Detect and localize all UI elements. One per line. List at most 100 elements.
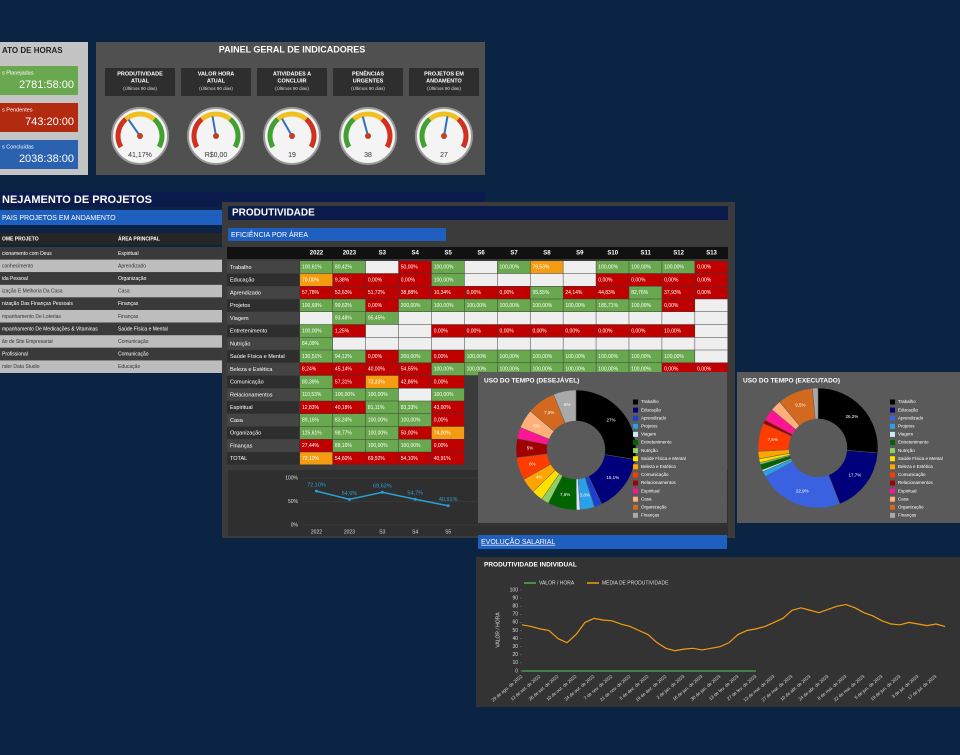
legend-swatch — [890, 423, 895, 429]
data-label: 5% — [527, 446, 534, 451]
cell-value: 0,00% — [697, 265, 712, 271]
table-row — [0, 347, 222, 361]
cell-value: 98,77% — [335, 430, 353, 436]
cell — [563, 324, 596, 337]
legend-label: Viagem — [641, 432, 656, 437]
legend-label: Organização — [898, 504, 924, 509]
cell-value: 0,00% — [368, 277, 383, 283]
hours-value: 743:20:00 — [25, 116, 74, 128]
cell — [596, 350, 629, 363]
y-tick-label: 20 — [512, 652, 518, 658]
cell-value: 100,00% — [598, 354, 618, 360]
cell — [464, 299, 498, 312]
cell-value: 0,00% — [467, 328, 482, 334]
cell-value: 100,00% — [368, 430, 388, 436]
cell-value: 100,69% — [302, 303, 322, 309]
legend-label: Educação — [898, 407, 919, 412]
tab — [478, 535, 727, 549]
data-label: 3,8% — [580, 492, 590, 497]
cell-value: 100,00% — [434, 367, 454, 373]
cell-value: 0,00% — [631, 277, 646, 283]
legend-label: Saúde Física e Mental — [641, 456, 686, 461]
chart-title: PRODUTIVIDADE INDIVIDUAL — [484, 562, 577, 569]
cell-value: 0,00% — [434, 379, 449, 385]
legend-swatch — [890, 464, 895, 470]
column-header: S12 — [673, 251, 684, 257]
cell-value: 52,63% — [335, 290, 353, 296]
cell — [629, 350, 662, 363]
cell — [398, 324, 432, 337]
legend-label: Nutrição — [641, 448, 658, 453]
cell — [398, 401, 432, 414]
cell-value: 70,00% — [302, 277, 320, 283]
cell — [365, 452, 399, 465]
cell-value: 73,33% — [368, 379, 386, 385]
cell — [300, 312, 333, 325]
cell-value: 57,78% — [302, 290, 320, 296]
cell — [398, 439, 432, 452]
cell: ização E Melhoria Da Casa — [2, 289, 63, 295]
data-label: 22,9% — [796, 488, 809, 493]
cell — [596, 261, 629, 274]
cell — [398, 286, 432, 299]
cell-value: 0,00% — [631, 328, 646, 334]
cell — [464, 337, 498, 350]
data-label: 27% — [607, 417, 616, 422]
table-row — [0, 284, 222, 298]
cell-value: 0,00% — [664, 277, 679, 283]
gauge-needle — [211, 116, 217, 137]
cell — [497, 324, 530, 337]
cell-value: 99,62% — [335, 303, 353, 309]
cell — [365, 401, 399, 414]
hours-box — [0, 103, 78, 132]
table-row — [0, 310, 222, 323]
cell-value: 100,00% — [335, 392, 355, 398]
cell-value: 0,00% — [434, 418, 449, 424]
cell — [431, 312, 465, 325]
cell-value: 100,61% — [302, 265, 322, 271]
cell-value: 37,93% — [664, 290, 682, 296]
data-label: 7,6% — [768, 437, 778, 442]
panel — [476, 557, 960, 707]
gauge-title: URGENTES — [353, 78, 384, 84]
column-header: S4 — [412, 251, 420, 257]
cell — [497, 337, 530, 350]
cell-value: 110,53% — [302, 392, 322, 398]
cell-value: 0,00% — [664, 303, 679, 309]
cell — [431, 299, 465, 312]
data-label: 69,63% — [373, 484, 392, 490]
column-header: S13 — [706, 251, 717, 257]
row-label-cell — [227, 426, 299, 439]
cell-value: 8,24% — [302, 367, 317, 373]
row-label: Comunicação — [230, 380, 264, 386]
pie-slice — [812, 387, 819, 420]
cell-value: 100,00% — [434, 277, 454, 283]
cell — [332, 401, 366, 414]
cell — [662, 350, 695, 363]
row-label: Saúde Física e Mental — [230, 354, 285, 360]
section-title: PRODUTIVIDADE — [232, 208, 315, 219]
cell — [563, 312, 596, 325]
column-header: S8 — [543, 251, 551, 257]
row-label: Organização — [230, 431, 261, 437]
gauge-title: VALOR HORA — [198, 71, 235, 77]
cell — [365, 426, 399, 439]
cell — [464, 286, 498, 299]
cell: Comunicação — [118, 339, 149, 345]
cell — [596, 337, 629, 350]
table-row — [0, 335, 222, 348]
cell — [365, 273, 399, 286]
row-label-cell — [227, 350, 299, 363]
row-label-cell — [227, 401, 299, 414]
cell — [662, 312, 695, 325]
legend-label: Nutrição — [898, 448, 915, 453]
y-tick-label: 40 — [512, 636, 518, 642]
cell-value: 100,00% — [532, 303, 552, 309]
hours-label: s Planejadas — [2, 70, 34, 76]
cell-value: 57,31% — [335, 379, 353, 385]
gauge-subtitle: (Últimos 90 dias) — [351, 85, 385, 91]
legend-swatch — [633, 472, 638, 478]
legend-label: Aprendizado — [641, 415, 667, 420]
cell-value: 0,00% — [598, 277, 613, 283]
legend-swatch — [633, 512, 638, 518]
